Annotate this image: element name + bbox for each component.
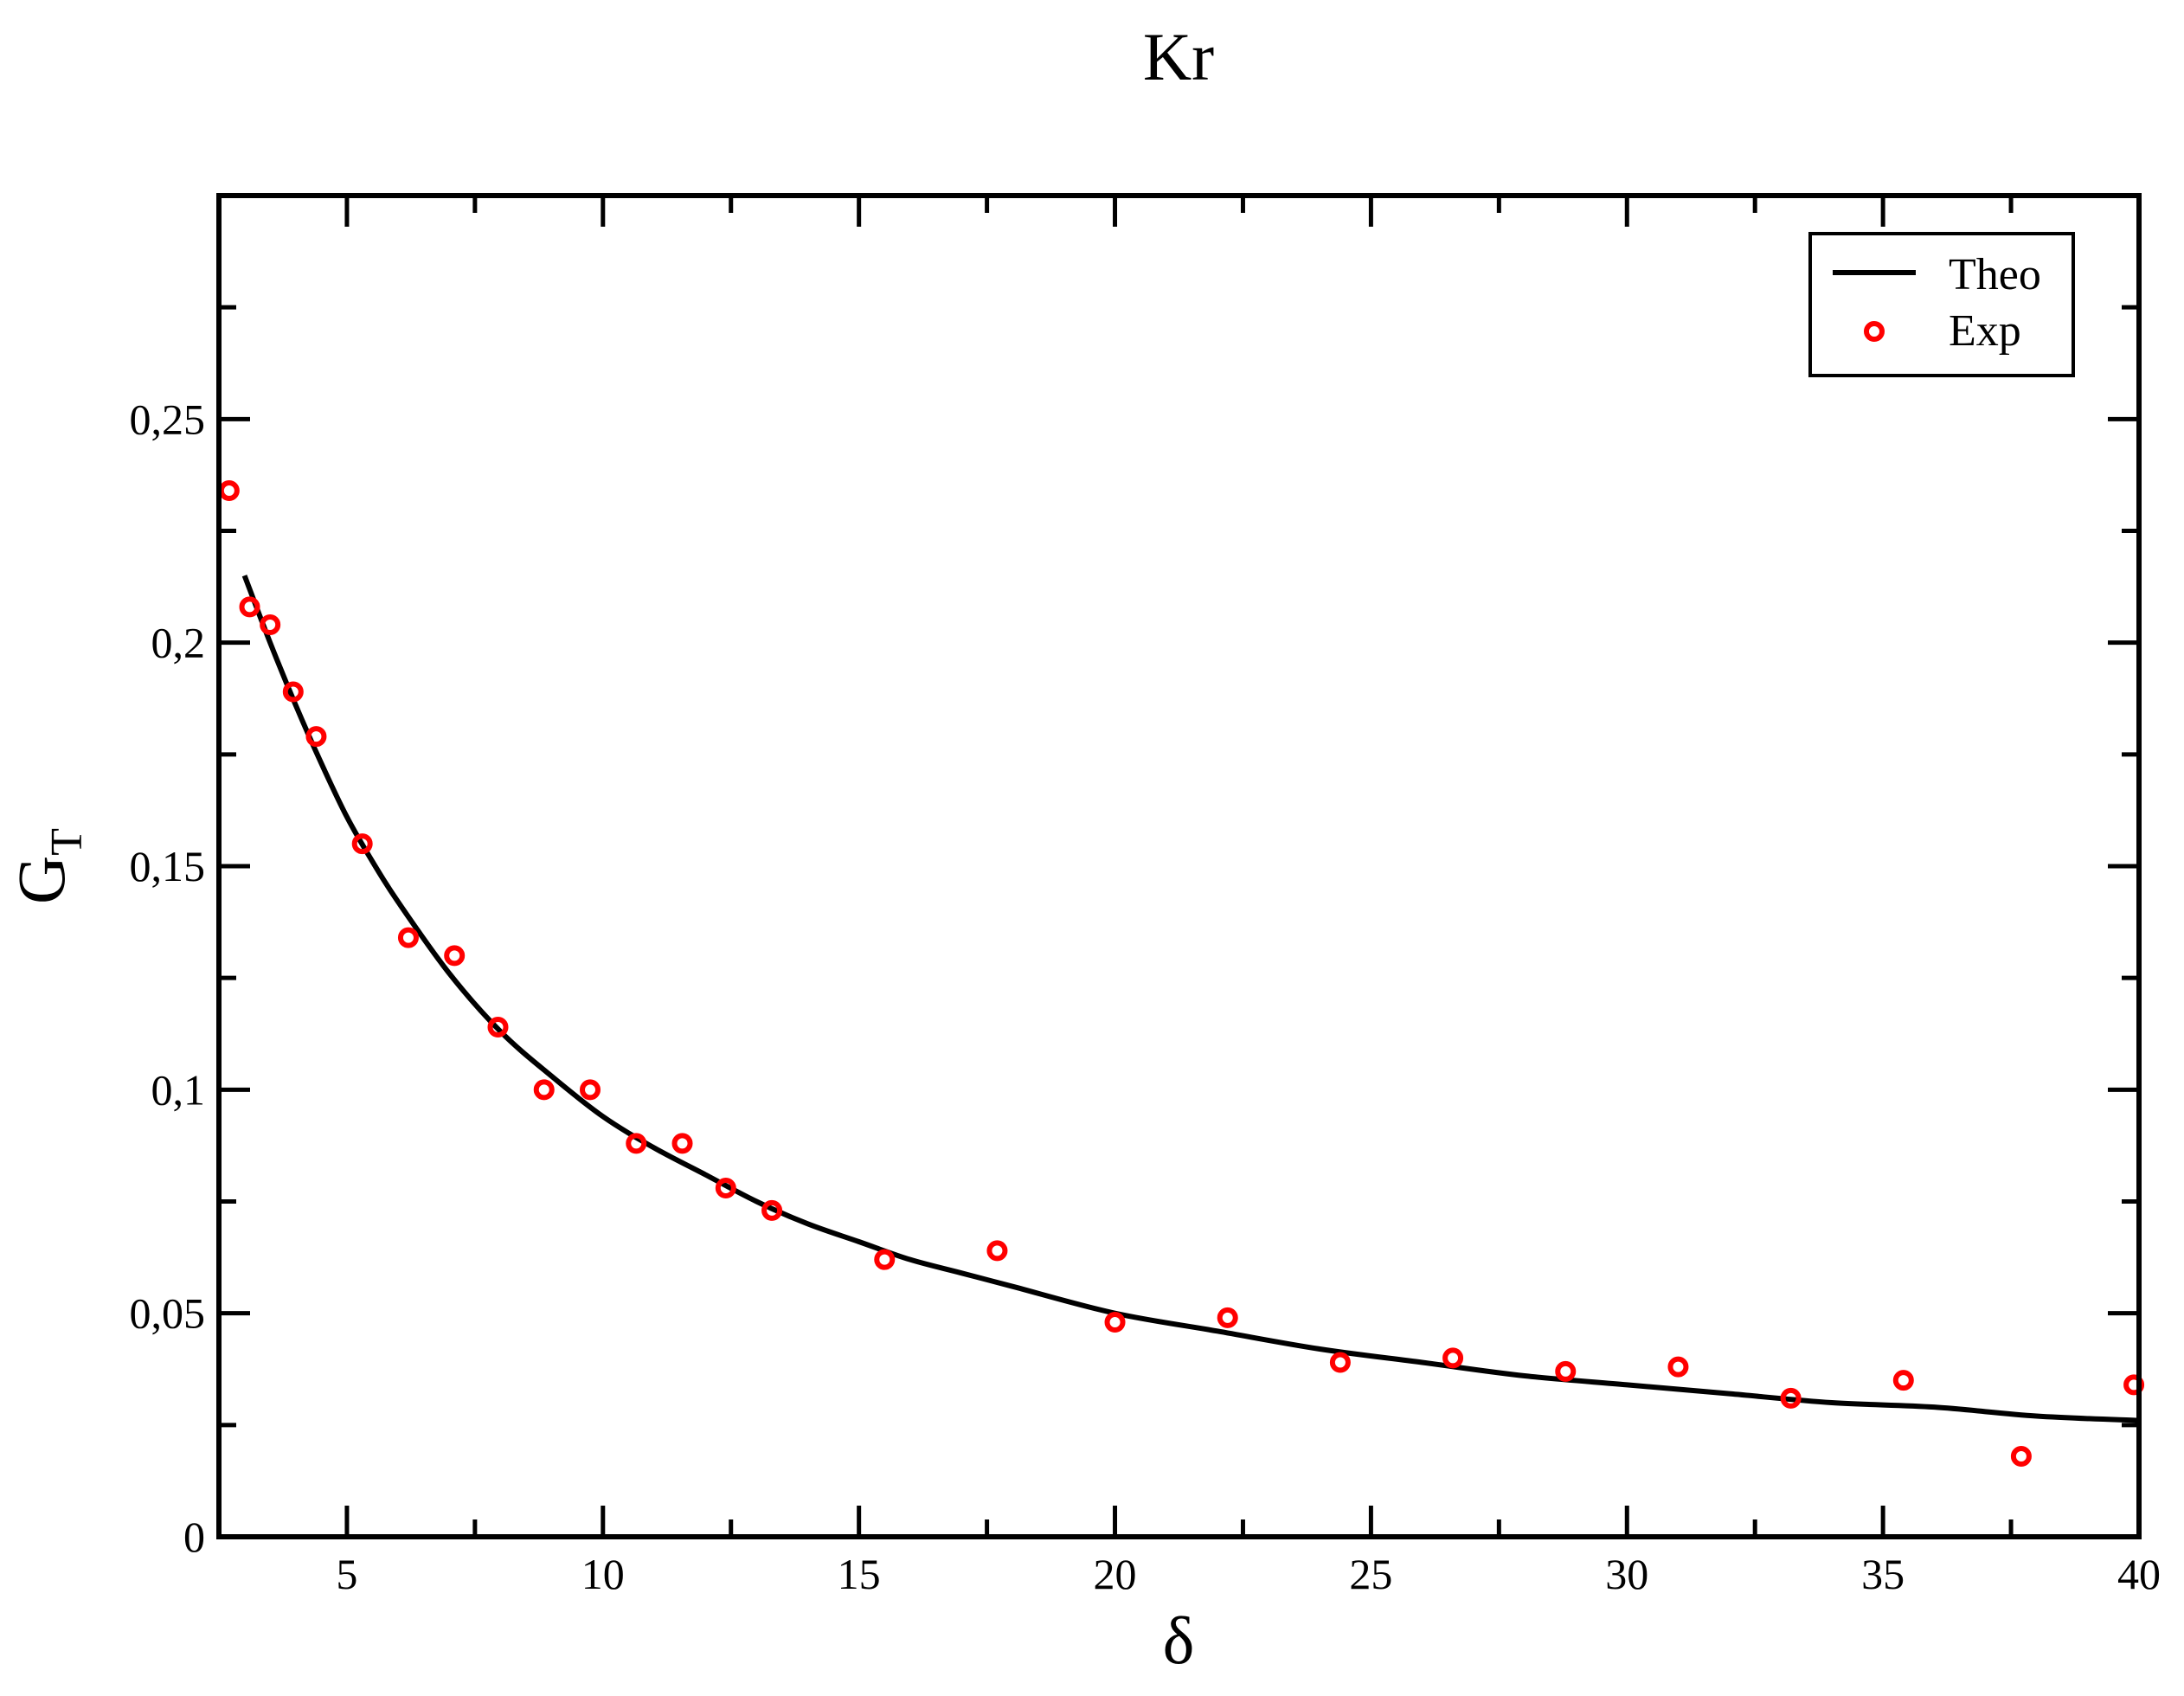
exp-data-point: [1780, 1387, 1802, 1409]
exp-data-point: [671, 1133, 693, 1154]
plot-frame: [216, 193, 2142, 1539]
exp-data-point: [1892, 1370, 1914, 1391]
exp-data-point: [580, 1079, 601, 1101]
exp-data-point: [626, 1133, 647, 1154]
exp-data-point: [397, 927, 419, 948]
x-tick-label: 40: [2117, 1550, 2161, 1598]
legend-box: [1808, 232, 2075, 377]
exp-data-point: [1104, 1312, 1126, 1333]
legend-label-theo: Theo: [1949, 250, 2041, 299]
y-axis-label-subscript: T: [42, 828, 92, 856]
x-tick-label: 15: [838, 1550, 881, 1598]
legend-marker-swatch: [1864, 321, 1885, 342]
theo-curve: [241, 575, 2140, 1423]
exp-data-point: [260, 614, 281, 635]
exp-data-point: [305, 726, 327, 748]
y-tick-label: 0,15: [130, 842, 206, 890]
exp-data-point: [715, 1178, 736, 1198]
exp-data-point: [239, 596, 260, 618]
legend-label-exp: Exp: [1949, 306, 2021, 356]
x-tick-label: 10: [581, 1550, 625, 1598]
y-tick-label: 0,1: [151, 1065, 206, 1114]
tick-labels: 5 10 15 20 25 30 35 40 0 0,05 0,1 0,15 0,2 0,25: [130, 395, 2162, 1598]
exp-data-point: [487, 1017, 509, 1038]
exp-data-point: [1442, 1347, 1464, 1369]
exp-data-point: [761, 1199, 783, 1221]
exp-data-point: [444, 945, 466, 967]
x-tick-label: 20: [1094, 1550, 1137, 1598]
y-tick-label: 0: [183, 1513, 205, 1561]
x-tick-label: 25: [1349, 1550, 1392, 1598]
y-tick-label: 0,05: [130, 1289, 206, 1338]
y-axis-label-main: G: [3, 856, 79, 904]
y-tick-label: 0,25: [130, 395, 206, 443]
plot-series: [218, 480, 2145, 1467]
chart-title: Kr: [1143, 19, 1214, 94]
x-tick-label: 30: [1605, 1550, 1648, 1598]
exp-data-point: [2123, 1374, 2145, 1396]
legend: Theo Exp: [1808, 232, 2075, 377]
x-axis-label: δ: [1163, 1603, 1195, 1678]
exp-data-point: [874, 1249, 896, 1270]
exp-data-point: [351, 833, 373, 855]
exp-data-point: [282, 681, 304, 703]
exp-data-point: [1667, 1356, 1689, 1378]
x-tick-label: 5: [336, 1550, 357, 1598]
x-tick-label: 35: [1861, 1550, 1905, 1598]
exp-data-point: [986, 1240, 1008, 1262]
exp-data-point: [1329, 1352, 1351, 1373]
exp-data-point: [1555, 1360, 1577, 1382]
y-tick-label: 0,2: [151, 619, 206, 667]
exp-data-point: [2010, 1446, 2032, 1467]
exp-data-point: [1217, 1307, 1238, 1328]
y-axis-label: GT: [3, 828, 92, 904]
exp-data-point: [533, 1079, 555, 1101]
